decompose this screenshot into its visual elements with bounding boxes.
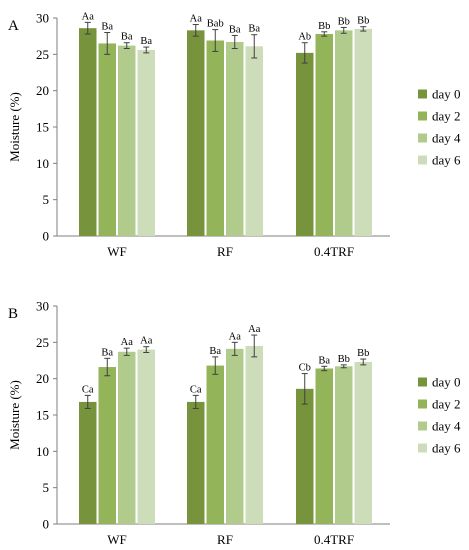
y-tick-label: 0: [43, 229, 50, 244]
y-tick-label: 20: [36, 83, 49, 98]
significance-label: Bab: [207, 19, 224, 30]
significance-label: Aa: [82, 11, 95, 22]
legend-swatch: [418, 155, 427, 165]
significance-label: Cb: [299, 363, 311, 374]
legend-entry-label: day 4: [432, 131, 461, 146]
x-category-label: WF: [107, 532, 127, 547]
x-category-label: 0.4TRF: [314, 532, 354, 547]
legend-entry-label: day 6: [432, 153, 461, 168]
bar: [98, 367, 116, 524]
bar: [296, 388, 314, 524]
significance-label: Ba: [121, 32, 133, 43]
y-tick-label: 30: [36, 11, 49, 26]
y-axis-label: Moisture (%): [7, 380, 22, 450]
significance-label: Ba: [229, 24, 241, 35]
panel-label: B: [8, 306, 18, 322]
y-axis-label: Moisture (%): [7, 92, 22, 162]
significance-label: Aa: [140, 336, 153, 347]
bar: [335, 30, 353, 236]
y-tick-label: 5: [43, 192, 50, 207]
bar: [79, 401, 97, 524]
panel-a-chart: A Moisture (%) 0 5 10 15 20 25 30 WF RF 0.4TRF Aa Aa A…: [7, 11, 461, 260]
significance-label: Ba: [248, 24, 260, 35]
legend-entry-label: day 2: [432, 397, 461, 412]
bar: [245, 46, 263, 237]
legend-entry-label: day 4: [432, 419, 461, 434]
bar: [187, 30, 205, 236]
legend-entry-label: day 6: [432, 441, 461, 456]
panel-b-chart: B Moisture (%) 0 5 10 15 20 25 30 WF RF 0.4TRF Ca Ca C…: [7, 299, 461, 548]
legend-swatch: [418, 111, 427, 121]
bar: [335, 366, 353, 524]
legend-swatch: [418, 443, 427, 453]
y-tick-label: 25: [36, 47, 49, 62]
bar: [137, 349, 155, 524]
significance-label: Bb: [357, 348, 369, 359]
significance-label: Ba: [101, 347, 113, 358]
significance-label: Aa: [229, 331, 242, 342]
y-tick-label: 0: [43, 517, 50, 532]
significance-label: Ba: [209, 346, 221, 357]
significance-label: Ab: [298, 32, 311, 43]
significance-label: Bb: [318, 21, 330, 32]
y-tick-label: 25: [36, 335, 49, 350]
legend-swatch: [418, 89, 427, 99]
bar: [118, 45, 136, 236]
significance-label: Aa: [190, 14, 203, 25]
bar: [315, 33, 333, 237]
panel-label: A: [8, 18, 19, 34]
legend-swatch: [418, 133, 427, 143]
legend-entry-label: day 2: [432, 109, 461, 124]
bar: [118, 351, 136, 524]
bar: [354, 28, 372, 237]
bar: [226, 41, 244, 237]
bar: [187, 401, 205, 524]
bar: [98, 43, 116, 236]
y-tick-label: 10: [36, 444, 49, 459]
significance-label: Bb: [357, 16, 369, 27]
bar: [296, 52, 314, 236]
y-tick-label: 15: [36, 408, 49, 423]
y-tick-label: 30: [36, 299, 49, 314]
bar: [354, 361, 372, 524]
significance-label: Ba: [101, 22, 113, 33]
legend-swatch: [418, 377, 427, 387]
legend-swatch: [418, 399, 427, 409]
bar: [206, 40, 224, 236]
significance-label: Aa: [248, 324, 261, 335]
bar: [137, 49, 155, 237]
significance-label: Ca: [190, 384, 202, 395]
significance-label: Bb: [338, 16, 350, 27]
bar: [79, 28, 97, 236]
significance-label: Bb: [338, 354, 350, 365]
legend-swatch: [418, 421, 427, 431]
bar: [226, 348, 244, 524]
significance-label: Ba: [318, 355, 330, 366]
y-tick-label: 20: [36, 371, 49, 386]
x-category-label: WF: [107, 244, 127, 259]
y-tick-label: 10: [36, 156, 49, 171]
bar: [245, 345, 263, 524]
bar: [315, 368, 333, 524]
y-tick-label: 15: [36, 120, 49, 135]
significance-label: Ba: [140, 36, 152, 47]
x-category-label: 0.4TRF: [314, 244, 354, 259]
y-tick-label: 5: [43, 480, 50, 495]
x-category-label: RF: [217, 244, 233, 259]
legend-entry-label: day 0: [432, 375, 461, 390]
significance-label: Ca: [82, 384, 94, 395]
bar: [206, 365, 224, 524]
legend-entry-label: day 0: [432, 87, 461, 102]
x-category-label: RF: [217, 532, 233, 547]
significance-label: Aa: [121, 337, 134, 348]
